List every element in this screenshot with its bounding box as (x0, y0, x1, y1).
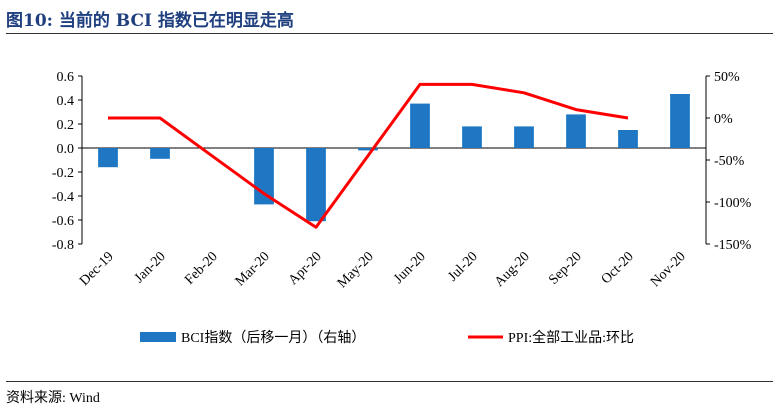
right-tick-label: 50% (714, 70, 740, 85)
left-tick-label: -0.6 (52, 214, 74, 229)
source-divider (6, 381, 773, 382)
left-tick-label: -0.8 (52, 238, 74, 253)
x-tick-label: Aug-20 (492, 249, 533, 290)
bci-bar (150, 148, 170, 159)
bci-bars (98, 94, 690, 222)
bci-bar (514, 126, 534, 148)
right-tick-label: -50% (714, 154, 745, 169)
bci-bar (306, 148, 326, 222)
x-tick-label: Nov-20 (648, 249, 689, 290)
left-tick-label: -0.2 (52, 166, 74, 181)
x-tick-label: Dec-19 (77, 249, 117, 289)
x-tick-label: Sep-20 (546, 249, 585, 288)
title-divider (6, 33, 773, 34)
x-tick-label: Jul-20 (445, 249, 480, 284)
left-tick-label: 0.6 (57, 70, 75, 85)
bci-bar (254, 148, 274, 205)
ppi-series-line (108, 82, 629, 229)
legend-label-ppi: PPI:全部工业品:环比 (508, 329, 634, 346)
x-tick-label: May-20 (335, 249, 377, 291)
right-tick-label: -150% (714, 238, 752, 253)
ppi-line (108, 82, 629, 229)
bci-bar (566, 114, 586, 148)
left-axis: 0.6 0.4 0.2 0.0 -0.2 -0.4 -0.6 -0.8 (52, 70, 706, 253)
bci-bar (670, 94, 690, 148)
legend-label-bci: BCI指数（后移一月）（右轴） (181, 330, 365, 346)
left-tick-label: -0.4 (52, 190, 74, 205)
x-tick-label: Jun-20 (391, 249, 429, 287)
x-tick-label: Jan-20 (132, 249, 169, 286)
right-axis: 50% 0% -50% -100% -150% (705, 70, 752, 253)
x-tick-label: Oct-20 (599, 249, 637, 287)
right-tick-label: -100% (714, 196, 752, 211)
x-tick-label: Feb-20 (182, 249, 221, 288)
bci-bar (358, 148, 378, 151)
source-note: 资料来源: Wind (6, 391, 100, 406)
x-axis-labels: Dec-19 Jan-20 Feb-20 Mar-20 Apr-20 May-20 Jun-… (77, 249, 689, 291)
figure-title: 图10: 当前的 BCI 指数已在明显走高 (6, 11, 294, 31)
bci-bar (618, 130, 638, 148)
bci-bar (410, 103, 430, 148)
bci-bar (98, 148, 118, 168)
legend: BCI指数（后移一月）（右轴） PPI:全部工业品:环比 (140, 329, 634, 346)
left-tick-label: 0.0 (57, 142, 75, 157)
x-tick-label: Apr-20 (286, 249, 325, 288)
right-tick-label: 0% (714, 112, 733, 127)
bci-bar (462, 126, 482, 148)
x-tick-label: Mar-20 (233, 249, 273, 289)
legend-swatch-bci (140, 332, 176, 342)
left-tick-label: 0.4 (57, 94, 75, 109)
left-tick-label: 0.2 (57, 118, 75, 133)
